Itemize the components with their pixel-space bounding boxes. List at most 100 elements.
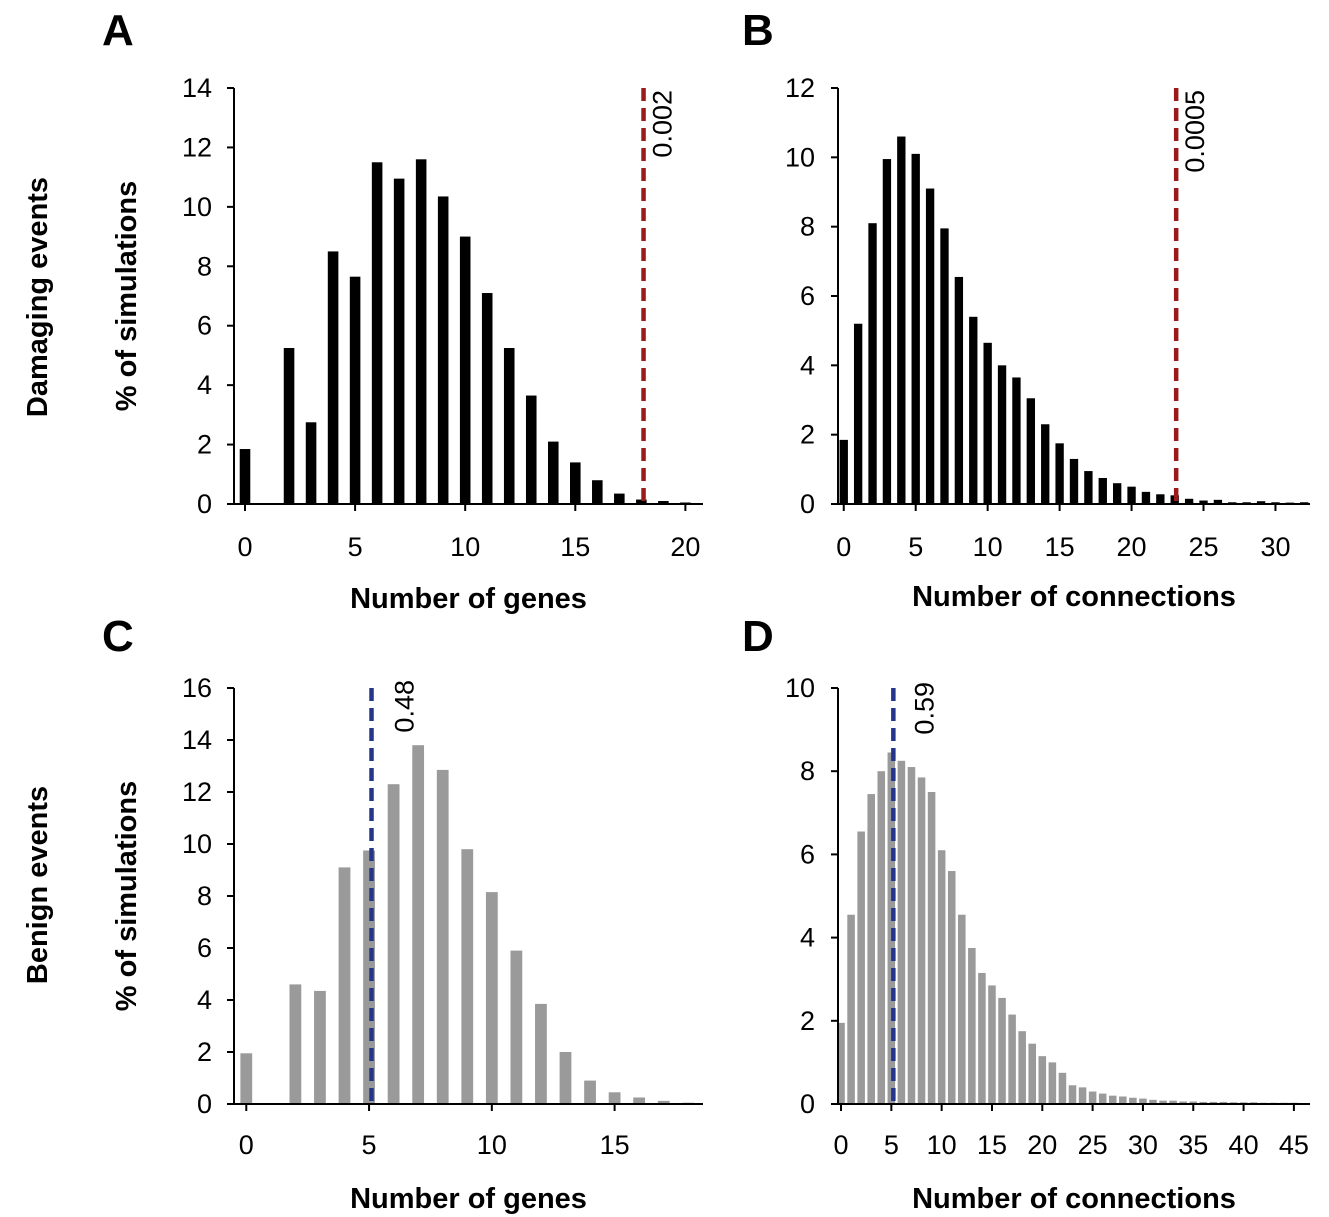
y-tick-label: 8: [197, 251, 212, 281]
bar: [393, 178, 405, 504]
x-tick-label: 10: [927, 1130, 957, 1160]
bar: [897, 136, 906, 505]
y-tick-label: 6: [197, 933, 212, 963]
bar: [1069, 458, 1079, 504]
bar: [947, 871, 956, 1104]
panel-d-chart: D 0 2 4 6 8 10 0 5 10 15 20 25 30 35 40 45 Number of conn…: [742, 612, 1310, 1215]
bar: [239, 449, 251, 504]
bar: [988, 985, 996, 1104]
bar: [338, 867, 351, 1104]
bar: [1256, 501, 1266, 504]
x-axis-label: Number of connections: [912, 581, 1236, 613]
bar: [633, 1097, 646, 1104]
y-tick-label: 2: [197, 430, 212, 460]
y-tick-label: 4: [197, 985, 212, 1015]
y-tick-label: 6: [197, 311, 212, 341]
bar: [1084, 471, 1093, 504]
bar: [658, 501, 669, 504]
bar: [1209, 1101, 1218, 1104]
x-tick-label: 0: [834, 1130, 849, 1160]
bar: [839, 439, 848, 504]
p-value-label: 0.002: [648, 90, 678, 158]
bar: [857, 831, 865, 1104]
bar: [877, 771, 886, 1104]
bar: [525, 395, 537, 504]
bar: [847, 914, 855, 1104]
bar: [1149, 1099, 1157, 1104]
bar: [387, 784, 400, 1104]
bar: [940, 228, 949, 504]
bar: [1108, 1095, 1117, 1104]
bar: [592, 480, 603, 504]
row-label-benign: Benign events: [22, 786, 54, 984]
bar: [969, 316, 978, 504]
bar: [897, 760, 906, 1104]
x-tick-label: 20: [1117, 532, 1147, 562]
bar: [349, 276, 361, 504]
bar: [481, 293, 493, 504]
y-tick-label: 2: [197, 1037, 212, 1067]
bar: [978, 972, 986, 1104]
bar: [314, 990, 326, 1104]
y-tick-label: 0: [197, 1089, 212, 1119]
y-tick-label: 8: [800, 212, 815, 242]
y-tick-label: 2: [800, 1006, 815, 1036]
x-tick-label: 0: [239, 1130, 254, 1160]
bar: [657, 1100, 670, 1104]
bar: [1112, 483, 1122, 504]
bar: [459, 236, 471, 505]
row-label-damaging: Damaging events: [22, 177, 54, 417]
panel-letter: B: [742, 6, 774, 55]
bar: [503, 348, 515, 504]
bar: [485, 892, 498, 1104]
x-tick-label: 20: [670, 532, 700, 562]
x-axis-label: Number of genes: [350, 1183, 587, 1215]
x-tick-label: 25: [1078, 1130, 1108, 1160]
x-tick-label: 5: [884, 1130, 899, 1160]
x-tick-label: 45: [1279, 1130, 1309, 1160]
y-tick-label: 0: [197, 489, 212, 519]
bar: [415, 159, 427, 505]
bar: [1169, 1100, 1177, 1104]
bar: [636, 499, 647, 504]
y-tick-label: 14: [182, 725, 212, 755]
y-tick-label: 12: [785, 73, 815, 103]
bar: [958, 914, 966, 1104]
bar: [1078, 1087, 1087, 1104]
panel-b-chart: B 0 2 4 6 8 10 12 0 5 10 15 20 25 30 Number of connecti…: [742, 6, 1310, 613]
x-tick-label: 10: [477, 1130, 507, 1160]
y-tick-label: 10: [182, 829, 212, 859]
p-value-label: 0.0005: [1180, 90, 1210, 173]
y-tick-label: 6: [800, 839, 815, 869]
y-tick-label: 10: [785, 142, 815, 172]
bar: [925, 188, 935, 505]
x-tick-label: 15: [600, 1130, 630, 1160]
y-tick-label: 6: [800, 281, 815, 311]
bar: [907, 767, 916, 1104]
bar: [1018, 1031, 1026, 1104]
bar: [853, 323, 863, 504]
bar: [1127, 486, 1136, 504]
y-tick-label: 14: [182, 73, 212, 103]
y-tick-label: 0: [800, 489, 815, 519]
y-tick-label: 4: [800, 923, 815, 953]
bar: [1098, 478, 1107, 504]
bar: [837, 1022, 845, 1104]
bar: [1058, 1072, 1067, 1104]
x-tick-label: 10: [450, 532, 480, 562]
y-tick-label: 4: [197, 370, 212, 400]
bar: [1041, 424, 1050, 504]
bar: [608, 1092, 621, 1104]
p-value-label: 0.48: [390, 680, 420, 733]
bar: [535, 1003, 547, 1104]
bar: [1008, 1014, 1016, 1104]
bar: [1055, 443, 1064, 504]
bar: [570, 462, 581, 504]
panel-a-chart: A 0 2 4 6 8 10 12 14 0 5 10 15 20 Number of genes % of …: [102, 6, 703, 615]
x-tick-label: 15: [977, 1130, 1007, 1160]
y-axis-label: % of simulations: [111, 781, 143, 1011]
panel-c-chart: C 0 2 4 6 8 10 12 14 16 0 5 10 15 Number of genes % of …: [102, 612, 703, 1215]
bar: [954, 276, 964, 504]
x-tick-label: 25: [1188, 532, 1218, 562]
